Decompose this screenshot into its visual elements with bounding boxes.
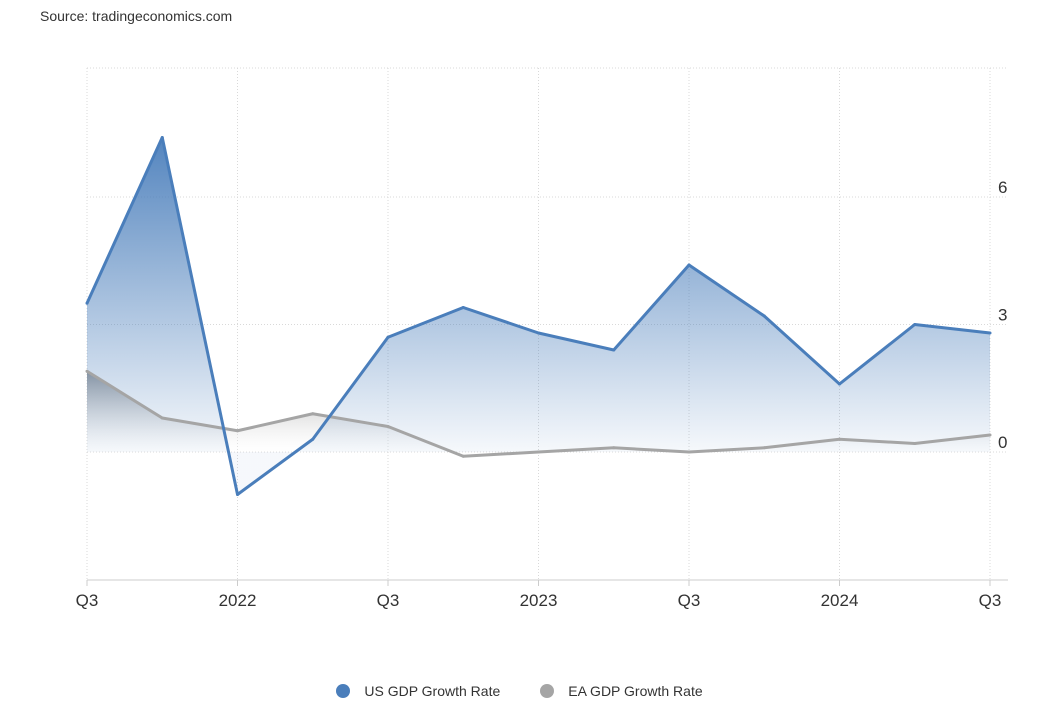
us-point: [386, 335, 390, 339]
us-area: [87, 137, 990, 495]
ea-point: [236, 429, 239, 433]
axes: 0 3 6 Q3 2022 Q3 2023 Q3 2024 Q3: [76, 178, 1008, 610]
chart-area: 0 3 6 Q3 2022 Q3 2023 Q3 2024 Q3: [76, 67, 1008, 610]
x-tick-label: Q3: [377, 591, 400, 610]
grid-lines: [86, 67, 1008, 580]
us-point: [687, 263, 691, 267]
us-point: [537, 331, 540, 335]
y-tick-label: 6: [998, 178, 1007, 197]
us-point: [913, 323, 917, 326]
ea-point: [687, 450, 691, 454]
us-point: [160, 136, 164, 139]
x-tick-label: 2023: [520, 591, 558, 610]
ea-series-marker: [540, 684, 555, 698]
us-point: [612, 348, 616, 352]
source-note: Source: tradingeconomics.com: [40, 8, 233, 24]
x-tick-label: Q3: [678, 591, 701, 610]
us-point: [988, 331, 992, 335]
us-point: [838, 382, 841, 386]
ea-point: [461, 454, 465, 458]
us-point: [762, 314, 766, 318]
ea-point: [537, 450, 540, 454]
legend-label-us: US GDP Growth Rate: [364, 683, 501, 699]
ea-point: [386, 425, 390, 428]
x-tick-label: 2024: [821, 591, 859, 610]
x-tick-label: 2022: [219, 591, 257, 610]
us-point: [311, 437, 315, 441]
y-tick-label: 0: [998, 433, 1007, 452]
ea-point: [838, 437, 841, 441]
ea-point: [311, 412, 315, 416]
us-point: [236, 493, 239, 496]
legend-item-us[interactable]: US GDP Growth Rate: [336, 683, 500, 699]
series-lines: [85, 136, 992, 496]
series-areas: [87, 137, 990, 495]
ea-point: [160, 416, 164, 420]
y-tick-label: 3: [998, 306, 1007, 325]
ea-point: [988, 433, 992, 437]
ea-point: [762, 446, 766, 450]
ea-point: [85, 369, 89, 373]
ea-area: [87, 371, 990, 457]
legend-label-ea: EA GDP Growth Rate: [568, 683, 703, 699]
ea-point: [612, 446, 616, 450]
us-series-marker: [336, 684, 351, 698]
legend: US GDP Growth Rate EA GDP Growth Rate: [0, 683, 1039, 699]
us-point: [85, 301, 89, 305]
x-tick-label: Q3: [76, 591, 99, 610]
x-tick-label: Q3: [979, 591, 1002, 610]
legend-item-ea[interactable]: EA GDP Growth Rate: [540, 683, 703, 699]
us-point: [461, 306, 465, 309]
ea-point: [913, 442, 917, 445]
